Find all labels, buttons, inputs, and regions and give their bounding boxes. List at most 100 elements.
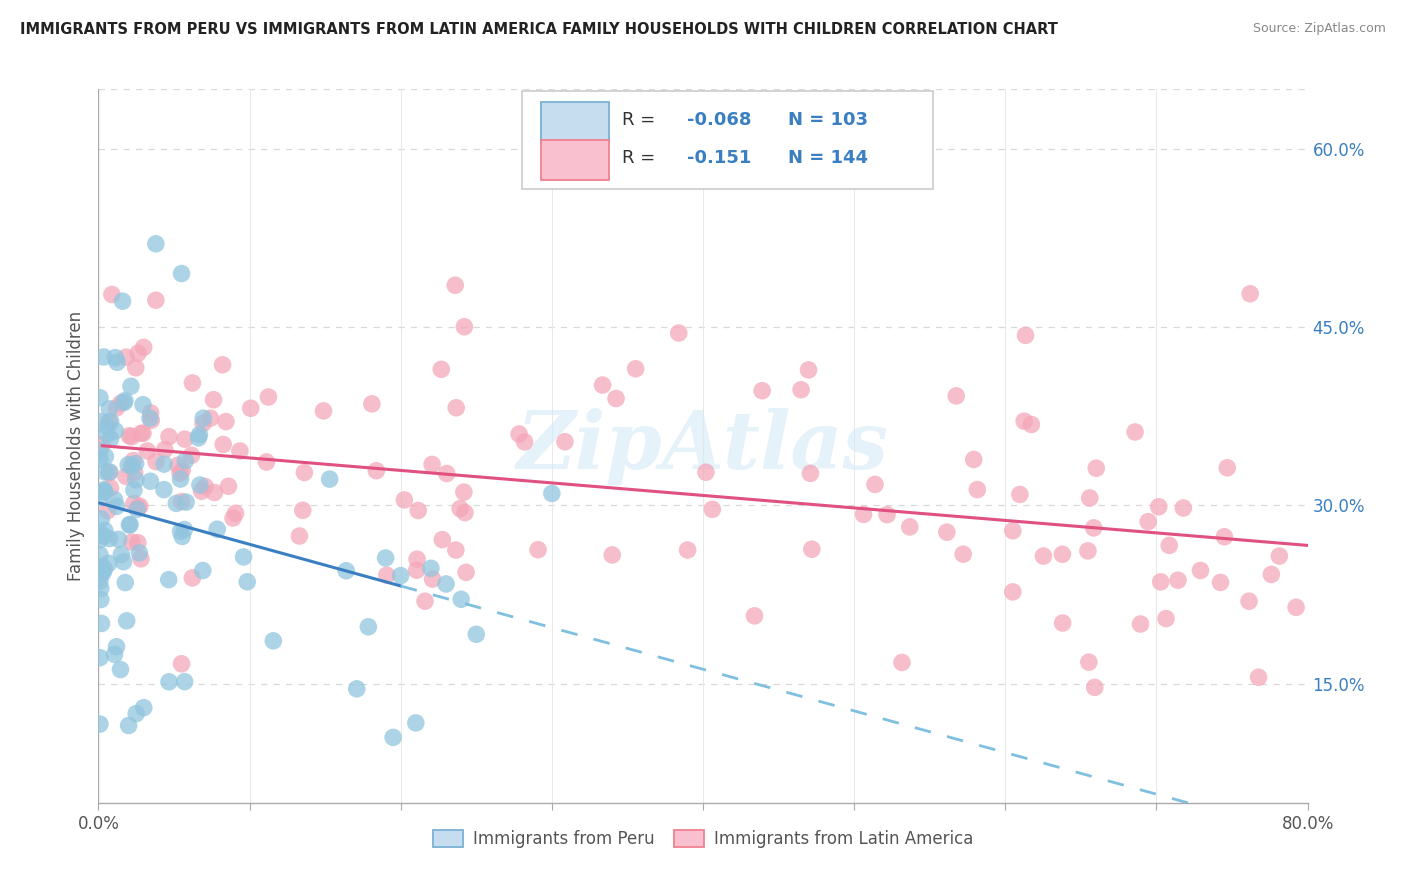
Point xyxy=(1150,574,1173,589)
Point xyxy=(1260,567,1282,582)
Point xyxy=(453,485,475,500)
Point xyxy=(110,396,132,410)
Point xyxy=(1147,500,1170,514)
Point xyxy=(1021,417,1043,432)
Point xyxy=(891,656,914,670)
Point xyxy=(93,483,115,497)
Point xyxy=(318,472,340,486)
Point xyxy=(436,467,458,481)
Point xyxy=(125,360,148,375)
Point xyxy=(1137,515,1160,529)
Point xyxy=(89,414,111,428)
Point xyxy=(173,674,195,689)
Point xyxy=(382,731,405,745)
Point xyxy=(335,564,357,578)
Point xyxy=(98,401,121,416)
Text: IMMIGRANTS FROM PERU VS IMMIGRANTS FROM LATIN AMERICA FAMILY HOUSEHOLDS WITH CHI: IMMIGRANTS FROM PERU VS IMMIGRANTS FROM … xyxy=(20,22,1057,37)
Point xyxy=(132,340,155,354)
Point xyxy=(93,484,115,499)
Point xyxy=(89,650,111,665)
Point xyxy=(876,508,898,522)
Point xyxy=(94,450,117,464)
Point xyxy=(194,479,217,493)
Point xyxy=(1209,575,1232,590)
Point xyxy=(121,430,143,444)
Point xyxy=(790,383,813,397)
Point xyxy=(540,486,562,500)
Point xyxy=(863,477,886,491)
Point xyxy=(91,559,114,574)
Text: ZipAtlas: ZipAtlas xyxy=(517,408,889,484)
Point xyxy=(1001,585,1024,599)
Point xyxy=(167,458,190,473)
Point xyxy=(430,362,453,376)
Point xyxy=(444,278,467,293)
Point xyxy=(127,346,149,360)
Text: -0.068: -0.068 xyxy=(688,111,752,128)
Point xyxy=(120,379,142,393)
Point xyxy=(104,424,127,438)
Point xyxy=(157,430,180,444)
FancyBboxPatch shape xyxy=(522,91,932,189)
Point xyxy=(115,350,138,364)
Point xyxy=(1173,500,1195,515)
Point xyxy=(465,627,488,641)
Point xyxy=(1213,530,1236,544)
Point xyxy=(174,454,197,468)
Point xyxy=(93,562,115,576)
Point xyxy=(600,548,623,562)
Point xyxy=(256,455,278,469)
Point xyxy=(125,706,148,721)
Point xyxy=(89,526,111,541)
Point xyxy=(103,492,125,507)
Point xyxy=(935,525,957,540)
Point xyxy=(1239,286,1261,301)
Point xyxy=(118,718,141,732)
Point xyxy=(89,491,111,505)
Point xyxy=(405,715,427,730)
Point xyxy=(169,524,191,539)
Point xyxy=(173,523,195,537)
Point xyxy=(127,535,149,549)
Point xyxy=(1014,328,1036,343)
Point xyxy=(202,392,225,407)
Point xyxy=(89,574,111,589)
Point xyxy=(93,524,115,538)
Point xyxy=(132,426,155,441)
Point xyxy=(405,563,427,577)
Point xyxy=(375,568,398,582)
Point xyxy=(181,376,204,390)
Point xyxy=(434,577,457,591)
Point xyxy=(360,397,382,411)
Point xyxy=(695,465,717,479)
Point xyxy=(508,427,530,442)
Point xyxy=(139,406,162,420)
Point xyxy=(111,294,134,309)
Point xyxy=(128,546,150,560)
Point xyxy=(136,444,159,458)
Point xyxy=(105,500,128,514)
Point xyxy=(90,566,112,581)
Point xyxy=(624,361,647,376)
Point xyxy=(262,633,284,648)
Legend: Immigrants from Peru, Immigrants from Latin America: Immigrants from Peru, Immigrants from La… xyxy=(426,823,980,855)
Point xyxy=(444,543,467,558)
Point xyxy=(1154,611,1177,625)
Point xyxy=(554,434,576,449)
Point xyxy=(105,355,128,369)
Point xyxy=(124,457,146,471)
Point xyxy=(205,522,228,536)
Point xyxy=(952,547,974,561)
Point xyxy=(122,483,145,497)
Point xyxy=(1078,491,1101,505)
Point xyxy=(357,620,380,634)
Point xyxy=(312,404,335,418)
Point xyxy=(89,717,111,731)
Point xyxy=(107,533,129,547)
Point xyxy=(444,401,467,415)
Point xyxy=(114,575,136,590)
Point xyxy=(181,571,204,585)
Point xyxy=(1052,615,1074,630)
Point xyxy=(1129,617,1152,632)
Point xyxy=(165,496,187,510)
